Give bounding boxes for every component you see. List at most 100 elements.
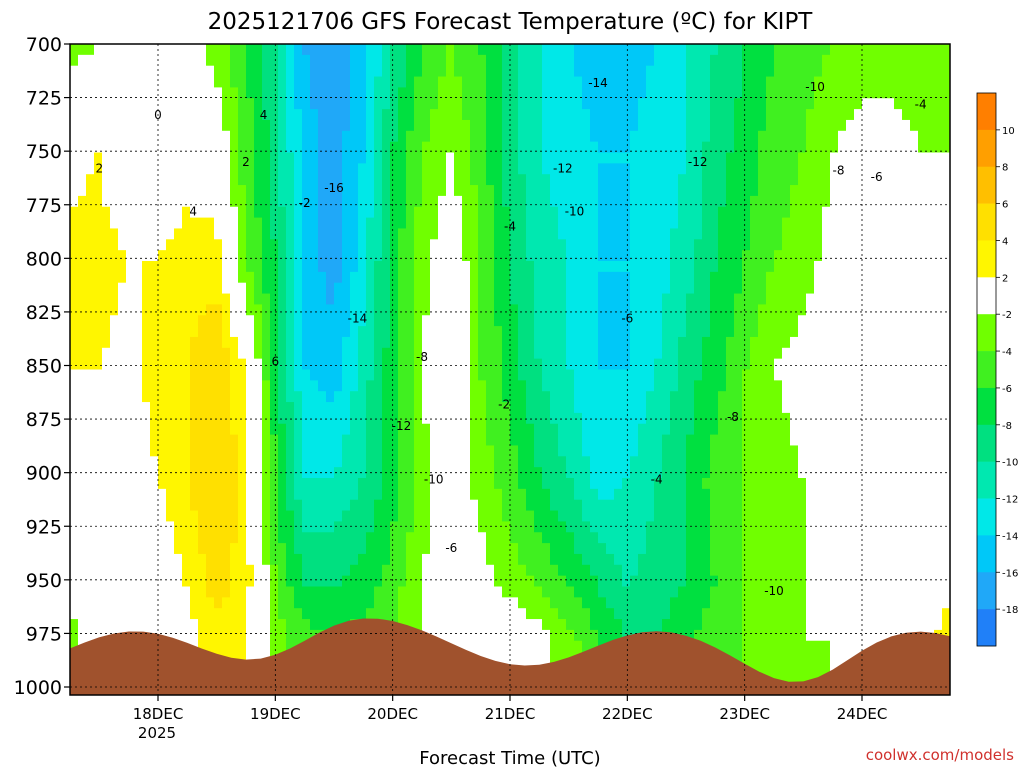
field-cell <box>422 499 431 512</box>
field-cell <box>414 434 423 447</box>
field-cell <box>638 228 647 240</box>
field-cell <box>518 521 527 533</box>
field-cell <box>550 54 559 67</box>
field-cell <box>478 206 487 219</box>
field-cell <box>510 347 519 360</box>
field-cell <box>550 521 559 533</box>
field-cell <box>294 185 303 197</box>
field-cell <box>126 98 135 110</box>
field-cell <box>198 608 207 620</box>
field-cell <box>638 44 647 56</box>
field-cell <box>534 217 543 230</box>
field-cell <box>726 347 735 360</box>
field-cell <box>246 543 255 555</box>
field-cell <box>150 65 159 78</box>
field-cell <box>502 532 511 544</box>
field-cell <box>414 347 423 360</box>
field-cell <box>270 336 279 349</box>
field-cell <box>350 239 359 251</box>
field-cell <box>566 141 575 154</box>
field-cell <box>110 141 119 154</box>
field-cell <box>294 65 303 78</box>
field-cell <box>166 195 175 208</box>
field-cell <box>646 586 655 598</box>
field-cell <box>438 326 447 338</box>
field-cell <box>230 195 239 208</box>
field-cell <box>270 44 279 56</box>
field-cell <box>438 228 447 240</box>
field-cell <box>286 358 295 371</box>
field-cell <box>502 315 511 327</box>
field-cell <box>582 521 591 533</box>
field-cell <box>198 597 207 609</box>
field-cell <box>150 239 159 251</box>
field-cell <box>478 54 487 67</box>
field-cell <box>270 640 279 653</box>
field-cell <box>230 315 239 327</box>
field-cell <box>182 608 191 620</box>
field-cell <box>366 575 375 588</box>
field-cell <box>398 510 407 522</box>
field-cell <box>166 423 175 436</box>
field-cell <box>118 499 127 512</box>
field-cell <box>486 44 495 56</box>
field-cell <box>110 54 119 67</box>
field-cell <box>382 358 391 371</box>
field-cell <box>630 553 639 566</box>
field-cell <box>310 54 319 67</box>
field-cell <box>702 271 711 284</box>
field-cell <box>190 445 199 457</box>
field-cell <box>166 575 175 588</box>
field-cell <box>326 152 335 164</box>
field-cell <box>206 391 215 403</box>
field-cell <box>566 456 575 468</box>
field-cell <box>638 488 647 501</box>
field-cell <box>622 629 631 642</box>
field-cell <box>342 380 351 392</box>
field-cell <box>278 543 287 555</box>
field-cell <box>438 109 447 121</box>
field-cell <box>718 423 727 436</box>
field-cell <box>718 445 727 457</box>
field-cell <box>478 76 487 88</box>
field-cell <box>686 44 695 56</box>
field-cell <box>534 564 543 577</box>
field-cell <box>390 239 399 251</box>
field-cell <box>542 98 551 110</box>
field-cell <box>214 608 223 620</box>
field-cell <box>598 152 607 164</box>
field-cell <box>358 109 367 121</box>
field-cell <box>478 347 487 360</box>
field-cell <box>230 326 239 338</box>
field-cell <box>70 521 79 533</box>
field-cell <box>646 185 655 197</box>
field-cell <box>174 488 183 501</box>
field-cell <box>246 250 255 262</box>
field-cell <box>614 553 623 566</box>
field-cell <box>110 619 119 631</box>
field-cell <box>238 228 247 240</box>
field-cell <box>390 76 399 88</box>
field-cell <box>406 488 415 501</box>
field-cell <box>430 152 439 164</box>
field-cell <box>590 195 599 208</box>
field-cell <box>406 423 415 436</box>
field-cell <box>126 44 135 56</box>
field-cell <box>526 185 535 197</box>
field-cell <box>286 239 295 251</box>
field-cell <box>518 391 527 403</box>
field-cell <box>710 250 719 262</box>
field-cell <box>174 282 183 295</box>
field-cell <box>334 163 343 175</box>
field-cell <box>134 488 143 501</box>
field-cell <box>414 412 423 425</box>
field-cell <box>550 434 559 447</box>
field-cell <box>606 597 615 609</box>
field-cell <box>358 564 367 577</box>
field-cell <box>262 206 271 219</box>
field-cell <box>374 163 383 175</box>
field-cell <box>230 640 239 653</box>
field-cell <box>590 488 599 501</box>
field-cell <box>574 434 583 447</box>
field-cell <box>374 293 383 305</box>
